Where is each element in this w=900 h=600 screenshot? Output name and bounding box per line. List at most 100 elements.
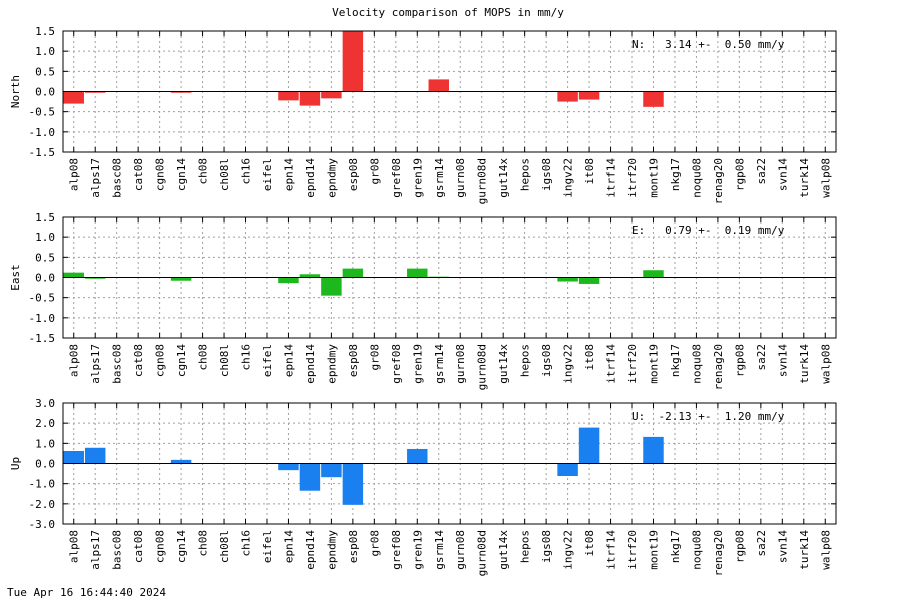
bar-mont19 <box>643 436 664 464</box>
y-tick-label: 0.0 <box>35 86 55 99</box>
x-tick-label: cgn14 <box>175 158 188 191</box>
bar-alps17 <box>84 277 106 279</box>
x-tick-label: basc08 <box>111 158 124 198</box>
x-tick-label: gurn08d <box>476 530 489 576</box>
bar-it08 <box>578 91 600 100</box>
x-tick-label: epnd14 <box>304 530 317 570</box>
x-tick-label: gref08 <box>390 530 403 570</box>
x-tick-label: gren19 <box>411 158 424 198</box>
x-tick-label: walp08 <box>819 530 832 570</box>
velocity-annotation: E: 0.79 +- 0.19 mm/y <box>632 224 785 237</box>
x-tick-label: eifel <box>261 344 274 377</box>
x-tick-label: epnd14 <box>304 344 317 384</box>
y-tick-label: 0.0 <box>35 272 55 285</box>
x-tick-label: ch16 <box>240 530 253 557</box>
x-tick-label: gren19 <box>411 530 424 570</box>
x-tick-label: ingv22 <box>562 530 575 570</box>
x-tick-label: hepos <box>519 158 532 191</box>
y-axis-label: North <box>9 75 22 108</box>
y-tick-label: 0.5 <box>35 65 55 78</box>
x-tick-label: renag20 <box>712 344 725 390</box>
x-tick-label: cat08 <box>132 530 145 563</box>
y-tick-label: 3.0 <box>35 397 55 410</box>
x-tick-label: nkg17 <box>669 530 682 563</box>
x-tick-label: gurn08d <box>476 344 489 390</box>
x-tick-label: hepos <box>519 530 532 563</box>
x-tick-label: hepos <box>519 344 532 377</box>
x-tick-label: cgn08 <box>154 530 167 563</box>
bar-ingv22 <box>557 277 578 282</box>
bar-epnd14 <box>299 274 321 278</box>
x-tick-label: epndmy <box>325 530 338 570</box>
x-tick-label: gr08 <box>368 530 381 557</box>
x-tick-label: mont19 <box>647 530 660 570</box>
y-tick-label: 1.0 <box>35 45 55 58</box>
x-tick-label: gren19 <box>411 344 424 384</box>
x-tick-label: noqu08 <box>690 158 703 198</box>
bar-alp08 <box>63 450 84 464</box>
y-tick-label: -0.5 <box>29 106 56 119</box>
velocity-annotation: N: 3.14 +- 0.50 mm/y <box>632 38 785 51</box>
x-tick-label: svn14 <box>776 344 789 377</box>
y-tick-label: -1.0 <box>29 312 56 325</box>
y-tick-label: -3.0 <box>29 518 56 531</box>
x-tick-label: ch08l <box>218 344 231 377</box>
x-tick-label: gurn08 <box>454 158 467 198</box>
bar-epn14 <box>278 463 299 471</box>
x-tick-label: it08 <box>583 158 596 185</box>
x-tick-label: alp08 <box>68 344 81 377</box>
bar-gren19 <box>407 268 428 278</box>
x-tick-label: ch08 <box>197 344 210 371</box>
x-tick-label: cgn08 <box>154 344 167 377</box>
y-tick-label: -0.5 <box>29 292 56 305</box>
bar-epndmy <box>321 463 342 478</box>
x-tick-label: alps17 <box>89 530 102 570</box>
x-tick-label: esp08 <box>347 158 360 191</box>
x-tick-label: epndmy <box>325 158 338 198</box>
x-tick-label: gsrm14 <box>433 158 446 198</box>
x-tick-label: it08 <box>583 344 596 371</box>
x-tick-label: alps17 <box>89 158 102 198</box>
x-tick-label: rgp08 <box>733 158 746 191</box>
x-tick-label: epn14 <box>282 158 295 191</box>
x-tick-label: gsrm14 <box>433 344 446 384</box>
x-tick-label: sa22 <box>755 158 768 185</box>
bar-gsrm14 <box>428 79 449 92</box>
y-axis-label: Up <box>9 457 22 470</box>
panel-north: 1.5 1.0 0.5 0.0 -0.5 -1.0 -1.5 alp08 alps17 basc0… <box>9 25 837 204</box>
y-tick-label: 1.5 <box>35 211 55 224</box>
x-tick-label: rgp08 <box>733 530 746 563</box>
plot-frame <box>62 402 837 525</box>
y-tick-label: 2.0 <box>35 417 55 430</box>
chart-panels: 1.5 1.0 0.5 0.0 -0.5 -1.0 -1.5 alp08 alps17 basc0… <box>9 25 837 576</box>
x-tick-label: gut14x <box>497 344 510 384</box>
x-tick-label: igs08 <box>540 530 553 563</box>
x-tick-label: nkg17 <box>669 158 682 191</box>
bar-ingv22 <box>557 91 578 102</box>
x-tick-label: svn14 <box>776 158 789 191</box>
x-tick-label: gurn08 <box>454 530 467 570</box>
x-tick-label: ingv22 <box>562 158 575 198</box>
bar-epndmy <box>321 91 342 99</box>
timestamp: Tue Apr 16 16:44:40 2024 <box>7 586 166 599</box>
bar-esp08 <box>342 268 364 278</box>
x-tick-label: ch08l <box>218 530 231 563</box>
bar-alp08 <box>63 272 84 278</box>
y-tick-label: 1.5 <box>35 25 55 38</box>
bar-epndmy <box>321 277 342 296</box>
x-tick-label: cat08 <box>132 344 145 377</box>
x-tick-label: epnd14 <box>304 158 317 198</box>
bar-mont19 <box>643 91 664 107</box>
x-tick-label: gref08 <box>390 158 403 198</box>
bar-it08 <box>578 277 600 284</box>
bar-cgn14 <box>170 91 192 93</box>
y-tick-label: -2.0 <box>29 498 56 511</box>
x-tick-label: cgn08 <box>154 158 167 191</box>
y-tick-label: 0.0 <box>35 458 55 471</box>
x-tick-label: itrf14 <box>605 530 618 570</box>
bar-alp08 <box>63 91 84 104</box>
bar-epnd14 <box>299 91 321 106</box>
x-tick-label: ingv22 <box>562 344 575 384</box>
bar-esp08 <box>342 31 364 92</box>
x-tick-label: itrf14 <box>605 158 618 198</box>
